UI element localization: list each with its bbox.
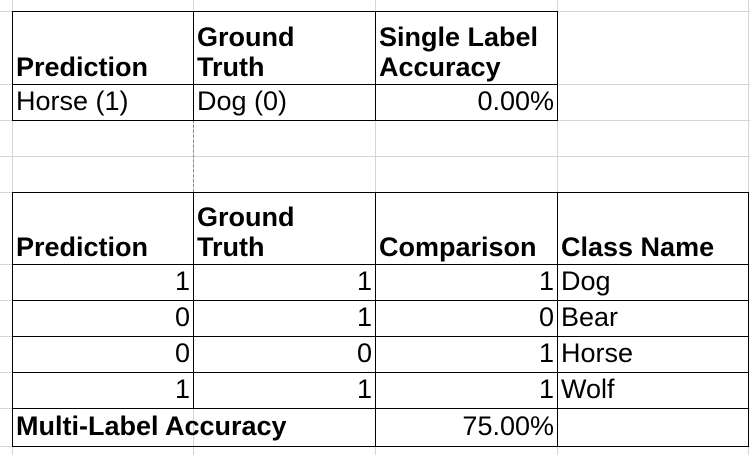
table2-cell-prediction[interactable]: 1 — [174, 374, 190, 404]
table2-cell-class-name[interactable]: Wolf — [561, 374, 615, 404]
table2-cell-comparison[interactable]: 1 — [538, 374, 554, 404]
table1-header-single-label-accuracy[interactable]: Single Label Accuracy — [379, 22, 539, 82]
table2-header-ground-truth[interactable]: Ground Truth — [197, 202, 295, 262]
table2-header-prediction[interactable]: Prediction — [16, 232, 149, 262]
table2-cell-prediction[interactable]: 0 — [174, 302, 190, 332]
multi-label-accuracy-value[interactable]: 75.00% — [462, 411, 554, 441]
table2-header-comparison[interactable]: Comparison — [379, 232, 537, 262]
table2-cell-ground-truth[interactable]: 1 — [356, 302, 372, 332]
table1-header-ground-truth[interactable]: Ground Truth — [197, 22, 295, 82]
table1-cell-accuracy[interactable]: 0.00% — [477, 86, 554, 116]
table2-cell-comparison[interactable]: 1 — [538, 266, 554, 296]
grid-row-line — [0, 156, 750, 157]
grid-column-line — [748, 0, 749, 455]
table1-cell-ground-truth[interactable]: Dog (0) — [197, 86, 288, 116]
table1-header-prediction[interactable]: Prediction — [16, 52, 149, 82]
page-break-line — [193, 120, 194, 192]
table2-cell-ground-truth[interactable]: 1 — [356, 266, 372, 296]
table1-cell-prediction[interactable]: Horse (1) — [16, 86, 129, 116]
table2-cell-class-name[interactable]: Bear — [561, 302, 619, 332]
table2-cell-ground-truth[interactable]: 1 — [356, 374, 372, 404]
table2-cell-comparison[interactable]: 1 — [538, 338, 554, 368]
table2-cell-ground-truth[interactable]: 0 — [356, 338, 372, 368]
table2-cell-class-name[interactable]: Dog — [561, 266, 611, 296]
empty-cell[interactable] — [557, 408, 748, 446]
table2-cell-prediction[interactable]: 0 — [174, 338, 190, 368]
multi-label-accuracy-label[interactable]: Multi-Label Accuracy — [16, 411, 287, 441]
table2-cell-prediction[interactable]: 1 — [174, 266, 190, 296]
table2-header-class-name[interactable]: Class Name — [561, 232, 715, 262]
grid-row-line — [0, 446, 750, 447]
table2-cell-class-name[interactable]: Horse — [561, 338, 634, 368]
grid-row-line — [0, 120, 750, 121]
table2-cell-comparison[interactable]: 0 — [538, 302, 554, 332]
